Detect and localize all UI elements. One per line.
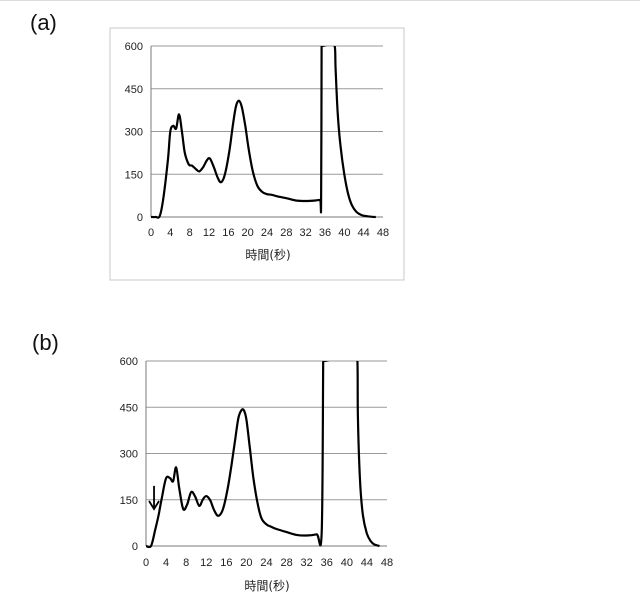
chart-b-ytick-600: 600: [120, 356, 138, 368]
chart-b-xtick-36: 36: [321, 557, 333, 569]
chart-a-xtick-16: 16: [222, 227, 234, 239]
chart-b-xtick-48: 48: [381, 557, 393, 569]
chart-b-xtick-32: 32: [301, 557, 313, 569]
chart-b-ytick-150: 150: [120, 495, 138, 507]
chart-a-frame: [110, 28, 404, 280]
chart-a-x-axis-title: 時間(秒): [245, 248, 290, 262]
chart-b-series-0-line: [146, 348, 380, 547]
chart-b-xtick-0: 0: [143, 557, 149, 569]
chart-a-ytick-450: 450: [125, 84, 143, 96]
chart-a-xtick-44: 44: [358, 227, 370, 239]
chart-a-ytick-300: 300: [125, 127, 143, 139]
chart-b-ytick-450: 450: [120, 402, 138, 414]
chart-a-xtick-8: 8: [187, 227, 193, 239]
chart-b-ytick-0: 0: [132, 541, 138, 553]
chart-b-xtick-40: 40: [341, 557, 353, 569]
chart-a-ytick-0: 0: [137, 212, 143, 224]
chart-a-xtick-48: 48: [377, 227, 389, 239]
down-arrow-icon: [149, 486, 159, 509]
chart-a-xtick-12: 12: [203, 227, 215, 239]
chart-b-xtick-24: 24: [260, 557, 272, 569]
chart-a-xtick-36: 36: [319, 227, 331, 239]
chart-a-xtick-24: 24: [261, 227, 273, 239]
chart-b-xtick-20: 20: [240, 557, 252, 569]
chart-b-xtick-8: 8: [183, 557, 189, 569]
chart-a-ytick-150: 150: [125, 169, 143, 181]
chart-b-xtick-16: 16: [220, 557, 232, 569]
chart-a-ytick-600: 600: [125, 41, 143, 53]
chart-b-xtick-12: 12: [200, 557, 212, 569]
chart-a-xtick-0: 0: [148, 227, 154, 239]
chart-a-xtick-40: 40: [338, 227, 350, 239]
chart-b-x-axis-title: 時間(秒): [244, 579, 289, 593]
chart-b-xtick-28: 28: [280, 557, 292, 569]
chart-b-ytick-300: 300: [120, 449, 138, 461]
chart-a-xtick-20: 20: [242, 227, 254, 239]
chart-a-xtick-4: 4: [167, 227, 173, 239]
chart-b: 015030045060004812162024283236404448時間(秒…: [120, 348, 393, 593]
chart-b-xtick-44: 44: [361, 557, 373, 569]
chart-a-xtick-28: 28: [280, 227, 292, 239]
chart-b-xtick-4: 4: [163, 557, 169, 569]
chart-a-xtick-32: 32: [300, 227, 312, 239]
